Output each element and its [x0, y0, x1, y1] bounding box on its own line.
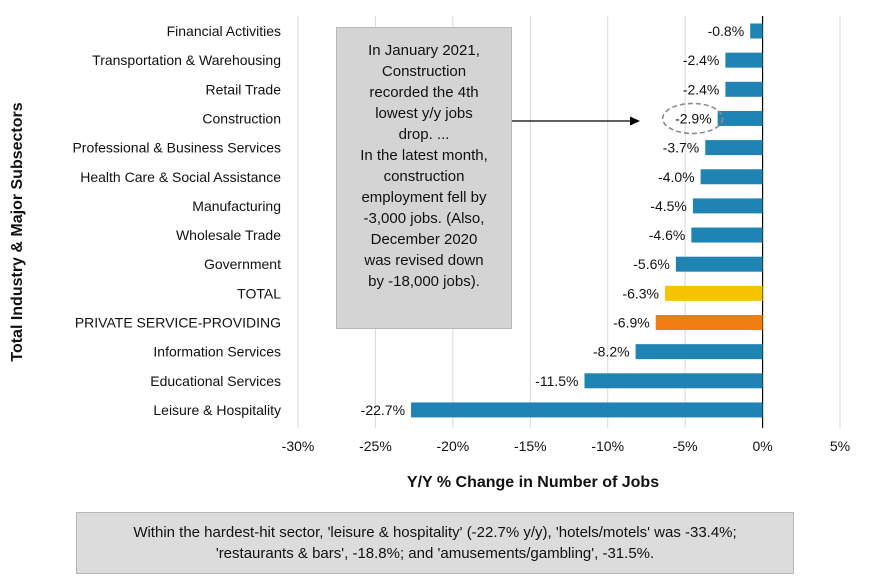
callout-line: In January 2021, [368, 42, 480, 59]
x-tick-label: 5% [830, 438, 850, 454]
value-label: -4.6% [649, 227, 686, 243]
callout-line: lowest y/y jobs [375, 105, 473, 122]
callout-line: recorded the 4th [369, 84, 479, 101]
y-axis-title: Total Industry & Major Subsectors [9, 102, 26, 361]
x-tick-label: -20% [437, 438, 470, 454]
callout-line: In the latest month, [360, 147, 488, 164]
value-label: -2.9% [675, 110, 712, 126]
value-label: -6.3% [622, 285, 659, 301]
x-axis-title: Y/Y % Change in Number of Jobs [407, 474, 659, 491]
value-labels: -0.8% -2.4% -2.4% -2.9% -3.7% -4.0% -4.5% -4.6%… [361, 23, 744, 418]
value-label: -5.6% [633, 256, 670, 272]
value-label: -2.4% [683, 52, 720, 68]
callout-line: -3,000 jobs. (Also, [363, 210, 485, 227]
bar [675, 256, 763, 272]
bar [411, 402, 763, 418]
x-tick-label: -10% [591, 438, 624, 454]
value-label: -6.9% [613, 315, 650, 331]
highlight-ring [661, 102, 724, 135]
construction-highlight-ring [661, 102, 724, 135]
value-label: -4.5% [650, 198, 687, 214]
callout-arrow-head [630, 116, 640, 126]
category-label: Professional & Business Services [72, 140, 281, 156]
bar [691, 227, 763, 243]
category-label: Leisure & Hospitality [153, 402, 281, 418]
category-label: PRIVATE SERVICE-PROVIDING [75, 315, 281, 331]
x-tick-label: -5% [673, 438, 698, 454]
value-label: -8.2% [593, 344, 630, 360]
bar [750, 23, 763, 39]
category-label: Manufacturing [192, 198, 281, 214]
category-label: Information Services [153, 344, 281, 360]
category-label: Retail Trade [206, 81, 282, 97]
bars [411, 23, 763, 418]
callout-line: by -18,000 jobs). [368, 273, 480, 290]
category-label: Construction [202, 110, 281, 126]
category-label: Health Care & Social Assistance [80, 169, 281, 185]
category-label: Educational Services [150, 373, 281, 389]
category-label: Transportation & Warehousing [92, 52, 281, 68]
callout-line: construction [383, 168, 465, 185]
x-tick-label: -15% [514, 438, 547, 454]
category-label: TOTAL [237, 285, 281, 301]
x-tick-labels: -30% -25% -20% -15% -10% -5% 0% 5% [282, 438, 850, 454]
value-label: -2.4% [683, 81, 720, 97]
value-label: -3.7% [663, 140, 700, 156]
bar [655, 315, 763, 330]
footnote-box: Within the hardest-hit sector, 'leisure … [76, 512, 794, 574]
category-labels: Financial Activities Transportation & War… [72, 23, 281, 418]
bar [725, 52, 763, 68]
x-tick-label: 0% [752, 438, 772, 454]
footnote-line-2: 'restaurants & bars', -18.8%; and 'amuse… [215, 545, 655, 562]
value-label: -0.8% [708, 23, 745, 39]
callout-line: employment fell by [361, 189, 487, 206]
bar [700, 169, 763, 185]
construction-callout: In January 2021, Construction recorded t… [336, 27, 512, 329]
bar [635, 344, 763, 360]
value-label: -4.0% [658, 169, 695, 185]
footnote-line-1: Within the hardest-hit sector, 'leisure … [133, 524, 737, 541]
bar [692, 198, 763, 214]
bar [705, 140, 763, 156]
callout-line: was revised down [364, 252, 484, 269]
x-tick-label: -30% [282, 438, 315, 454]
callout-line: Construction [381, 63, 467, 80]
callout-line: drop. ... [398, 126, 450, 143]
category-label: Wholesale Trade [176, 227, 281, 243]
bar [725, 81, 763, 97]
callout-line: December 2020 [370, 231, 478, 248]
value-label: -22.7% [361, 402, 405, 418]
bar [665, 285, 763, 301]
value-label: -11.5% [535, 373, 578, 389]
category-label: Financial Activities [167, 23, 281, 39]
bar [584, 373, 763, 389]
x-tick-label: -25% [359, 438, 392, 454]
bar [717, 110, 763, 126]
category-label: Government [204, 256, 281, 272]
